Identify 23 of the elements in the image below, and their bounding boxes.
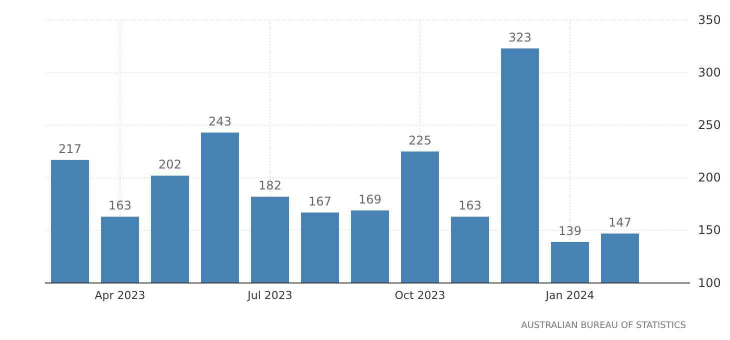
data-label: 243 <box>208 114 232 129</box>
y-tick-label: 350 <box>698 12 721 27</box>
x-tick-label: Oct 2023 <box>394 288 446 302</box>
y-tick-label: 150 <box>698 223 721 238</box>
x-tick-label: Jan 2024 <box>544 288 594 302</box>
y-tick-label: 200 <box>698 170 721 185</box>
data-label: 169 <box>358 192 382 206</box>
data-label: 163 <box>108 198 132 213</box>
data-label: 167 <box>308 194 332 209</box>
y-tick-label: 100 <box>698 276 721 290</box>
data-label: 202 <box>158 158 182 172</box>
data-label: 225 <box>408 134 432 148</box>
data-label: 323 <box>508 30 532 44</box>
data-label: 217 <box>58 142 82 156</box>
text: AUSTRALIAN BUREAU OF STATISTICS <box>521 321 686 331</box>
y-tick-label: 300 <box>698 65 721 80</box>
x-tick-label: Jul 2023 <box>246 288 292 302</box>
x-tick-label: Apr 2023 <box>94 288 146 302</box>
data-label: 147 <box>608 216 632 230</box>
data-label: 163 <box>458 198 482 213</box>
data-label: 182 <box>258 178 282 193</box>
data-label: 139 <box>558 224 582 238</box>
y-tick-label: 250 <box>698 118 721 132</box>
